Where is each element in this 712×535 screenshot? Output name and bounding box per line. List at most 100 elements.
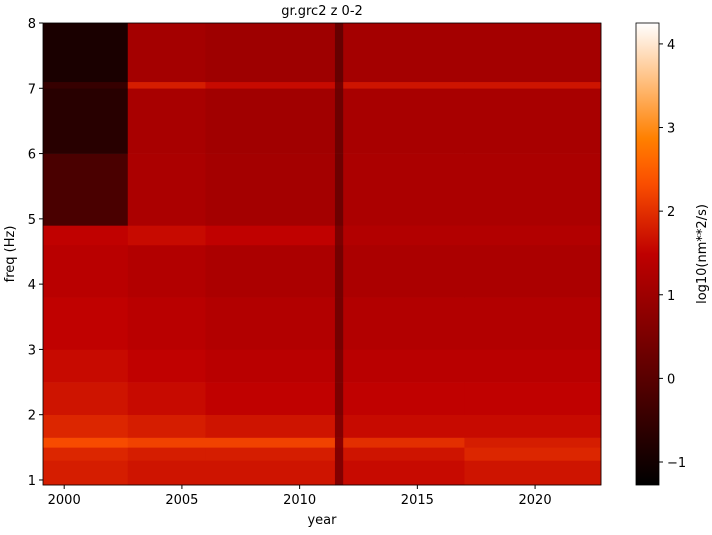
x-tick-label: 2015: [401, 493, 434, 508]
heat-cell: [343, 88, 465, 154]
heat-cell: [343, 447, 465, 461]
heat-cell: [464, 349, 602, 383]
heat-cell: [205, 437, 336, 448]
heat-cell: [205, 81, 336, 89]
y-tick-label: 3: [28, 343, 36, 358]
heat-cell: [464, 460, 602, 486]
y-tick-label: 6: [28, 148, 36, 163]
heat-cell: [127, 297, 206, 350]
colorbar: [636, 23, 659, 485]
colorbar-tick-label: 2: [667, 205, 675, 220]
heat-cell: [43, 349, 129, 383]
heat-cell: [334, 349, 344, 383]
heat-cell: [43, 447, 129, 461]
heat-cell: [464, 437, 602, 448]
heat-cell: [343, 153, 465, 226]
colorbar-tick-label: 1: [667, 289, 675, 304]
heat-cell: [205, 153, 336, 226]
y-tick-label: 7: [28, 82, 36, 97]
heat-cell: [205, 382, 336, 415]
heat-cell: [334, 23, 344, 83]
heat-cell: [43, 88, 129, 154]
heat-cell: [127, 244, 206, 298]
heat-cell: [343, 460, 465, 486]
heat-cell: [127, 81, 206, 89]
heat-cell: [205, 23, 336, 83]
y-axis-label: freq (Hz): [3, 226, 18, 283]
heat-cell: [464, 225, 602, 246]
x-tick-label: 2020: [519, 493, 552, 508]
heat-cell: [334, 81, 344, 89]
heat-cell: [343, 244, 465, 298]
heat-cell: [464, 153, 602, 226]
heat-cell: [43, 153, 129, 226]
heat-cell: [464, 297, 602, 350]
x-tick-label: 2000: [48, 493, 81, 508]
heat-cell: [43, 244, 129, 298]
heat-cell: [205, 349, 336, 383]
x-axis-label: year: [307, 513, 337, 528]
heat-cell: [43, 460, 129, 486]
heat-cell: [334, 88, 344, 154]
heat-cell: [334, 225, 344, 246]
heat-cell: [343, 414, 465, 438]
heat-cell: [127, 225, 206, 246]
heat-cell: [334, 244, 344, 298]
heat-cell: [343, 437, 465, 448]
chart-title: gr.grc2 z 0-2: [281, 4, 363, 19]
heat-cell: [334, 414, 344, 438]
y-tick-label: 8: [28, 17, 36, 32]
heat-cell: [127, 153, 206, 226]
heat-cell: [127, 414, 206, 438]
heat-cell: [43, 437, 129, 448]
heat-cell: [43, 297, 129, 350]
heat-cell: [127, 349, 206, 383]
heat-cell: [127, 447, 206, 461]
heat-cell: [343, 349, 465, 383]
plot-frame: [42, 22, 602, 486]
heat-cell: [43, 81, 129, 89]
heat-cell: [205, 225, 336, 246]
heat-cell: [334, 460, 344, 486]
x-tick-label: 2010: [283, 493, 316, 508]
x-tick-label: 2005: [165, 493, 198, 508]
heat-cell: [464, 382, 602, 415]
heat-cell: [127, 382, 206, 415]
heat-cell: [205, 244, 336, 298]
heat-cell: [334, 437, 344, 448]
heat-cell: [43, 382, 129, 415]
heat-cell: [343, 382, 465, 415]
y-tick-label: 5: [28, 213, 36, 228]
heat-cell: [343, 225, 465, 246]
colorbar-tick-label: 4: [667, 38, 675, 53]
colorbar-tick-label: −1: [667, 456, 686, 471]
colorbar-tick-label: 0: [667, 372, 675, 387]
colorbar-tick-label: 3: [667, 122, 675, 137]
heat-cell: [127, 437, 206, 448]
y-tick-label: 1: [28, 474, 36, 489]
heat-cell: [464, 447, 602, 461]
heat-cell: [464, 244, 602, 298]
heat-cell: [205, 447, 336, 461]
heat-cell: [334, 297, 344, 350]
heat-cell: [127, 23, 206, 83]
heat-cell: [343, 297, 465, 350]
heat-cell: [127, 88, 206, 154]
colorbar-frame: [635, 22, 660, 486]
heat-cell: [464, 23, 602, 83]
y-tick-label: 2: [28, 409, 36, 424]
heat-cell: [464, 81, 602, 89]
heat-cell: [334, 153, 344, 226]
heat-cell: [334, 447, 344, 461]
heat-cell: [205, 460, 336, 486]
heat-cell: [334, 382, 344, 415]
heat-cell: [343, 23, 465, 83]
colorbar-label: log10(nm**2/s): [695, 204, 710, 304]
heat-cell: [343, 81, 465, 89]
heat-cell: [127, 460, 206, 486]
heat-cell: [43, 23, 129, 83]
heat-cell: [43, 414, 129, 438]
heat-cell: [464, 414, 602, 438]
y-tick-label: 4: [28, 278, 36, 293]
